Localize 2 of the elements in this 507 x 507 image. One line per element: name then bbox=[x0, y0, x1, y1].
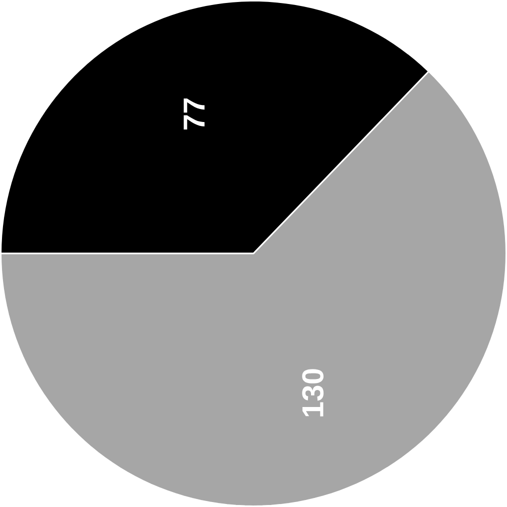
data-label: 77 bbox=[184, 98, 205, 130]
data-label: 130 bbox=[302, 369, 324, 416]
